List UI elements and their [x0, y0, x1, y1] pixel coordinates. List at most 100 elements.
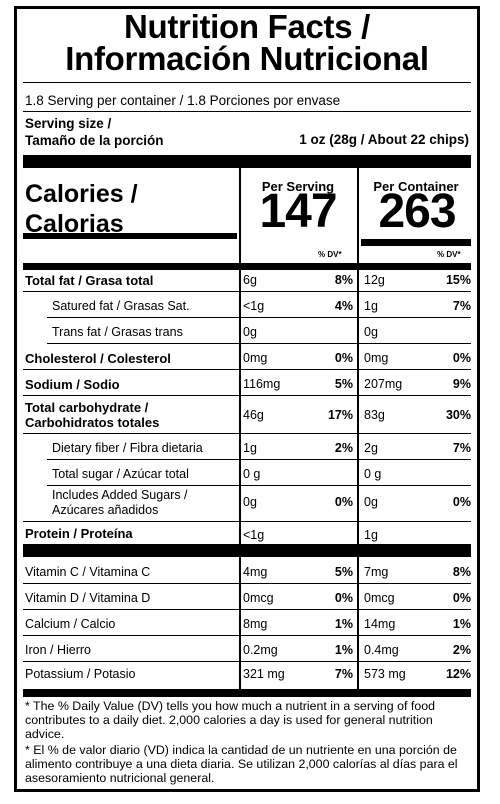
vitamin-c-container-dv: 8% [452, 565, 471, 579]
carbohydrate-container-amount: 83g [364, 408, 385, 422]
calcium-serving-dv: 1% [334, 617, 353, 631]
row-divider [47, 485, 471, 486]
row-divider [23, 369, 471, 370]
row-divider [23, 521, 471, 522]
nutrient-name-total-sugar: Total sugar / Azúcar total [52, 467, 189, 481]
row-divider [47, 459, 471, 460]
label-title: Nutrition Facts / Información Nutriciona… [17, 8, 477, 77]
vitamin-name-vitamin-d: Vitamin D / Vitamina D [25, 591, 151, 605]
row-divider [23, 635, 471, 636]
iron-container-amount: 0.4mg [364, 643, 399, 657]
carbohydrate-serving-dv: 17% [327, 408, 353, 422]
vitamin-name-calcium: Calcium / Calcio [25, 617, 116, 631]
nutrient-name-saturated-fat: Satured fat / Grasas Sat. [52, 299, 190, 313]
thick-divider [23, 544, 471, 557]
vitamin-d-container-dv: 0% [452, 591, 471, 605]
total-fat-serving-amount: 6g [243, 273, 257, 287]
nutrient-name-cholesterol: Cholesterol / Colesterol [25, 351, 171, 366]
row-divider [23, 661, 471, 662]
potassium-serving-amount: 321 mg [243, 667, 285, 681]
sodium-serving-amount: 116mg [243, 377, 281, 391]
title-line-spanish: Información Nutricional [65, 40, 429, 77]
added-sugars-serving-amount: 0g [243, 495, 257, 509]
row-divider [23, 395, 471, 396]
nutrient-name-added-sugars: Includes Added Sugars / Azúcares añadido… [52, 488, 188, 518]
trans-fat-serving-amount: 0g [243, 325, 257, 339]
title-line-english: Nutrition Facts / [123, 8, 371, 45]
calories-per-serving: 147 [259, 185, 337, 238]
row-divider [47, 343, 471, 344]
sugar-container-amount: 0 g [364, 467, 382, 481]
footnote-spanish: * El % de valor diario (VD) indica la ca… [25, 743, 458, 785]
vitamin-c-serving-amount: 4mg [243, 565, 268, 579]
nutrient-name-dietary-fiber: Dietary fiber / Fibra dietaria [52, 441, 203, 455]
sodium-container-amount: 207mg [364, 377, 403, 391]
vitamin-c-container-amount: 7mg [364, 565, 389, 579]
dv-header-container: % DV* [437, 250, 461, 259]
calcium-container-dv: 1% [452, 617, 471, 631]
nutrient-name-sodium: Sodium / Sodio [25, 377, 120, 392]
fiber-container-amount: 2g [364, 441, 378, 455]
column-divider-right [357, 168, 359, 696]
saturated-fat-container-dv: 7% [452, 299, 471, 313]
potassium-container-dv: 12% [445, 667, 471, 681]
sodium-serving-dv: 5% [334, 377, 353, 391]
iron-serving-amount: 0.2mg [243, 643, 278, 657]
nutrient-name-total-carbohydrate: Total carbohydrate / Carbohidratos total… [25, 400, 159, 430]
sodium-container-dv: 9% [452, 377, 471, 391]
row-divider [47, 317, 471, 318]
fiber-container-dv: 7% [452, 441, 471, 455]
footnote-english: * The % Daily Value (DV) tells you how m… [25, 699, 436, 741]
added-sugars-serving-dv: 0% [334, 495, 353, 509]
total-carbohydrate-english: Total carbohydrate / [25, 400, 149, 415]
cholesterol-serving-dv: 0% [334, 351, 353, 365]
thick-divider [23, 689, 471, 697]
thick-divider [23, 155, 471, 168]
cholesterol-container-dv: 0% [452, 351, 471, 365]
per-serving-header: Per Serving [261, 179, 335, 194]
sugar-serving-amount: 0 g [243, 467, 261, 481]
serving-size-value: 1 oz (28g / About 22 chips) [299, 132, 469, 147]
cholesterol-container-amount: 0mg [364, 351, 389, 365]
row-divider [23, 609, 471, 610]
potassium-container-amount: 573 mg [364, 667, 406, 681]
calories-label: Calories / Calorias [25, 179, 138, 239]
potassium-serving-dv: 7% [334, 667, 353, 681]
added-sugars-english: Includes Added Sugars / [52, 488, 188, 502]
saturated-fat-serving-dv: 4% [334, 299, 353, 313]
iron-container-dv: 2% [452, 643, 471, 657]
fiber-serving-dv: 2% [334, 441, 353, 455]
total-carbohydrate-spanish: Carbohidratos totales [25, 415, 160, 430]
protein-container-amount: 1g [364, 528, 378, 542]
calories-per-container: 263 [378, 185, 456, 238]
servings-per-container: 1.8 Serving per container / 1.8 Porcione… [25, 93, 341, 108]
serving-size-label-spanish: Tamaño de la porción [25, 133, 164, 148]
nutrient-name-total-fat: Total fat / Grasa total [25, 273, 154, 288]
per-container-header: Per Container [373, 179, 459, 194]
container-column-bar [361, 239, 471, 246]
total-fat-container-dv: 15% [445, 273, 471, 287]
nutrient-name-trans-fat: Trans fat / Grasas trans [52, 325, 183, 339]
serving-size-label: Serving size / Tamaño de la porción [25, 115, 164, 149]
iron-serving-dv: 1% [334, 643, 353, 657]
nutrition-label: Nutrition Facts / Información Nutriciona… [14, 6, 480, 792]
dv-header-serving: % DV* [318, 250, 342, 259]
thick-divider [23, 263, 471, 270]
column-divider-left [239, 168, 241, 696]
total-fat-container-amount: 12g [364, 273, 385, 287]
total-fat-serving-dv: 8% [334, 273, 353, 287]
vitamin-d-serving-amount: 0mcg [243, 591, 274, 605]
nutrient-name-protein: Protein / Proteína [25, 526, 133, 541]
added-sugars-container-amount: 0g [364, 495, 378, 509]
added-sugars-container-dv: 0% [452, 495, 471, 509]
cholesterol-serving-amount: 0mg [243, 351, 268, 365]
added-sugars-spanish: Azúcares añadidos [52, 503, 159, 517]
calories-underline [23, 233, 237, 239]
row-divider [23, 433, 471, 434]
carbohydrate-container-dv: 30% [445, 408, 471, 422]
divider [23, 111, 471, 112]
row-divider [23, 291, 471, 292]
vitamin-c-serving-dv: 5% [334, 565, 353, 579]
vitamin-d-serving-dv: 0% [334, 591, 353, 605]
protein-serving-amount: <1g [243, 528, 265, 542]
